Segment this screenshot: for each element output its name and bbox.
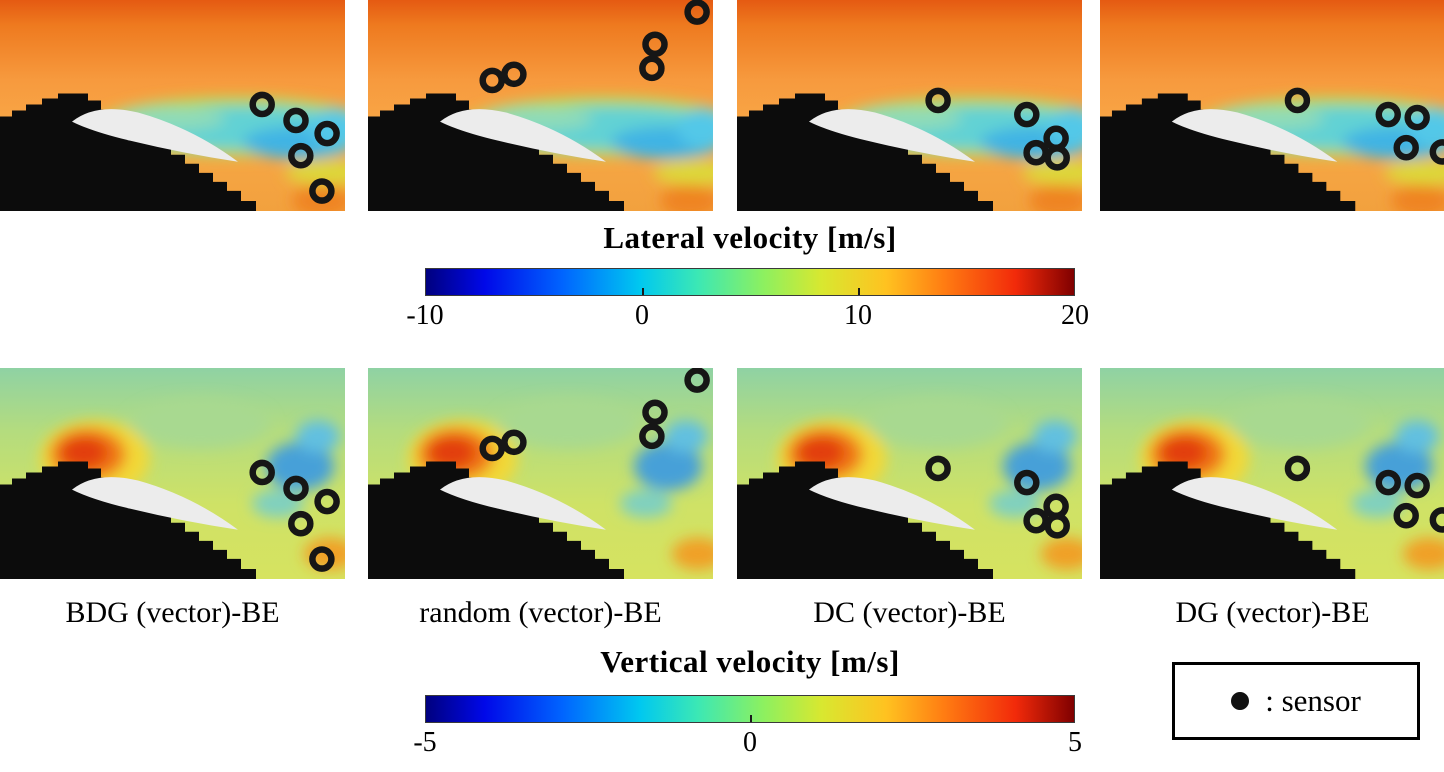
flow-field-plot [1100,368,1444,579]
column-label-dc: DC (vector)-BE [813,596,1006,629]
lateral-tick-label: 0 [635,300,649,331]
flow-field-plot [0,368,345,579]
panel-lateral-dc [737,0,1082,211]
panel-lateral-dg [1100,0,1444,211]
sensor-marker [684,0,710,25]
sensor-marker [1429,139,1444,165]
sensor-marker [309,178,335,204]
sensor-marker [283,107,309,134]
panel-vertical-random [368,368,713,579]
sensor-marker [642,399,668,426]
colorbar-tick-mark [641,288,644,295]
panel-vertical-bdg [0,368,345,579]
lateral-tick-label: -10 [406,300,444,331]
sensor-marker [249,459,275,486]
panel-vertical-dc [737,368,1082,579]
lateral-tick-label: 10 [844,300,872,331]
sensor-marker [288,510,314,537]
colorbar-tick-mark [858,288,861,295]
sensor-legend-label: : sensor [1265,683,1361,718]
vertical-tick-label: -5 [413,727,437,758]
sensor-marker [1044,145,1070,171]
sensor-marker [1393,134,1419,161]
sensor-marker [501,61,527,88]
sensor-ring-icon [1231,692,1250,710]
sensor-marker [1404,472,1430,499]
sensor-marker [1284,455,1311,482]
sensor-marker [1429,507,1444,533]
lateral-colorbar [425,268,1075,296]
flow-field-plot [0,0,345,211]
panel-lateral-bdg [0,0,345,211]
panel-lateral-random [368,0,713,211]
sensor-marker [639,55,665,82]
vertical-tick-label: 0 [743,727,757,758]
sensor-marker [1375,469,1401,496]
flow-field-plot [737,0,1082,211]
panel-vertical-dg [1100,368,1444,579]
sensor-marker [684,368,710,393]
sensor-marker [1044,513,1070,539]
sensor-marker [314,488,340,515]
sensor-marker [1014,469,1040,496]
column-label-dg: DG (vector)-BE [1175,596,1370,629]
sensor-marker [925,455,951,482]
flow-field-plot [737,368,1082,579]
sensor-marker [1375,101,1401,128]
sensor-marker [479,435,505,462]
vertical-colorbar [425,695,1075,723]
flow-field-plot [368,0,713,211]
sensor-marker [639,423,665,450]
sensor-marker [288,142,314,169]
sensor-marker [1014,101,1040,128]
sensor-marker [309,546,335,572]
sensor-marker [283,475,309,502]
vertical-colorbar-title: Vertical velocity [m/s] [600,644,900,679]
sensor-marker [479,67,505,94]
sensor-marker [1404,104,1430,131]
column-label-random: random (vector)-BE [419,596,662,629]
lateral-colorbar-title: Lateral velocity [m/s] [603,220,897,255]
sensor-marker [1393,502,1419,529]
lateral-tick-label: 20 [1061,300,1089,331]
sensor-marker [925,87,951,114]
vertical-tick-label: 5 [1068,727,1082,758]
flow-field-plot [368,368,713,579]
sensor-marker [1284,87,1311,114]
sensor-marker [642,31,668,58]
column-label-bdg: BDG (vector)-BE [65,596,280,629]
colorbar-tick-mark [750,715,752,722]
flow-field-plot [1100,0,1444,211]
sensor-legend: : sensor [1172,662,1420,740]
sensor-marker [501,429,527,456]
sensor-marker [249,91,275,118]
sensor-marker [314,120,340,147]
